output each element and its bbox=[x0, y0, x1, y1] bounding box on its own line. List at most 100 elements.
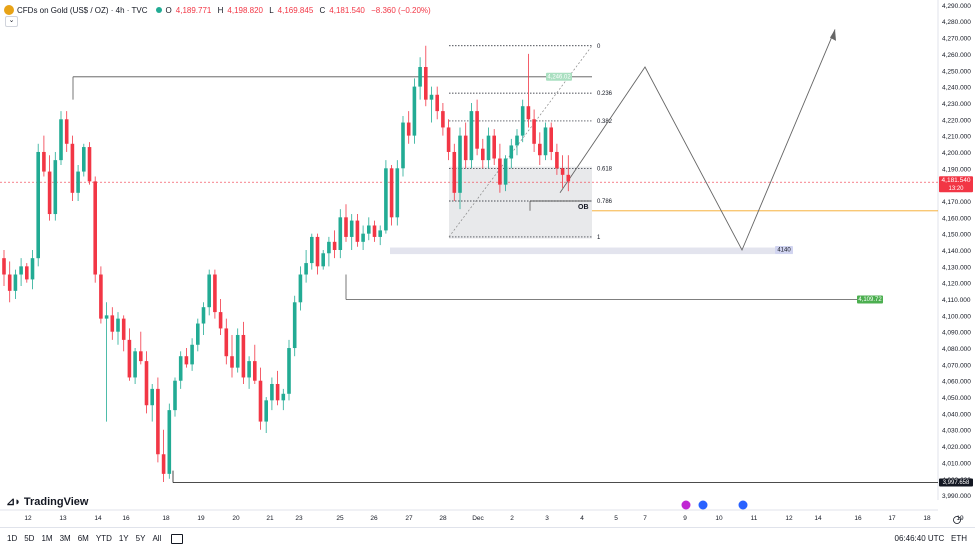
candle-body bbox=[218, 312, 223, 329]
candle-body bbox=[532, 119, 536, 144]
go-to-date-icon[interactable] bbox=[171, 533, 184, 544]
y-tick-label: 4,150.000 bbox=[942, 232, 971, 239]
candle-body bbox=[70, 143, 75, 193]
candle-body bbox=[418, 66, 422, 87]
y-tick-label: 4,230.000 bbox=[942, 101, 971, 108]
candle-body bbox=[435, 94, 439, 112]
candle-body bbox=[344, 217, 348, 237]
candle-body bbox=[310, 236, 314, 264]
candle-body bbox=[446, 127, 451, 152]
range-1m[interactable]: 1M bbox=[41, 534, 53, 543]
candle-body bbox=[338, 217, 343, 250]
candle-body bbox=[139, 351, 143, 362]
candle-body bbox=[104, 315, 109, 319]
range-5d[interactable]: 5D bbox=[24, 534, 35, 543]
candle-body bbox=[76, 171, 80, 193]
x-tick-label: 3 bbox=[545, 515, 549, 522]
range-3m[interactable]: 3M bbox=[59, 534, 71, 543]
utc-clock[interactable]: 06:46:40 UTC ETH bbox=[895, 534, 967, 543]
close-label: C bbox=[319, 5, 326, 15]
y-tick-label: 4,110.000 bbox=[942, 297, 971, 304]
brand-name: TradingView bbox=[23, 495, 89, 508]
candle-body bbox=[424, 66, 428, 100]
candle-body bbox=[315, 236, 320, 267]
candle-body bbox=[47, 171, 52, 215]
x-tick-label: 12 bbox=[24, 515, 32, 522]
candle-body bbox=[372, 225, 377, 237]
low-price-tag: 3,997.658 bbox=[943, 480, 970, 486]
range-6m[interactable]: 6M bbox=[77, 534, 89, 543]
candle-body bbox=[498, 158, 502, 185]
candle-body bbox=[7, 274, 12, 291]
candle-body bbox=[264, 400, 268, 422]
candle-body bbox=[321, 253, 325, 267]
candle-body bbox=[53, 160, 58, 215]
clock-text: 06:46:40 UTC bbox=[894, 534, 945, 543]
candle-body bbox=[93, 181, 97, 275]
candle-body bbox=[486, 135, 491, 161]
x-tick-label: 28 bbox=[439, 515, 447, 522]
candle-body bbox=[99, 274, 103, 319]
low-price-tag-bg bbox=[939, 478, 973, 487]
y-tick-label: 4,070.000 bbox=[942, 362, 971, 369]
candle-body bbox=[332, 241, 337, 250]
candle-body bbox=[36, 151, 40, 259]
x-tick-label: 2 bbox=[510, 515, 514, 522]
candle-body bbox=[492, 135, 496, 159]
y-tick-label: 4,160.000 bbox=[942, 215, 971, 222]
candle-body bbox=[304, 263, 308, 275]
range-all[interactable]: All bbox=[152, 534, 162, 543]
x-tick-label: 12 bbox=[785, 515, 793, 522]
candle-body bbox=[190, 344, 194, 365]
y-tick-label: 4,080.000 bbox=[942, 346, 971, 353]
y-tick-label: 4,280.000 bbox=[942, 19, 971, 26]
economic-event-icon bbox=[698, 500, 708, 510]
fib-level-label: 0.382 bbox=[597, 119, 613, 125]
range-1d[interactable]: 1D bbox=[7, 534, 18, 543]
ohlc-values: O 4,189.771 H 4,198.820 L 4,169.845 C 4,181.… bbox=[166, 6, 435, 15]
candle-body bbox=[412, 86, 417, 136]
candle-body bbox=[384, 168, 388, 231]
symbol-header: CFDs on Gold (US$ / OZ) · 4h · TVC O 4,18… bbox=[4, 3, 435, 17]
x-tick-label: Dec bbox=[472, 515, 484, 522]
candle-body bbox=[247, 361, 251, 378]
ob-annotation: OB bbox=[578, 204, 589, 211]
y-tick-label: 4,170.000 bbox=[942, 199, 971, 206]
candle-body bbox=[87, 147, 92, 182]
candle-body bbox=[59, 119, 63, 161]
y-tick-label: 4,190.000 bbox=[942, 166, 971, 173]
candle-body bbox=[127, 339, 132, 378]
candle-body bbox=[389, 168, 394, 218]
candle-body bbox=[406, 122, 411, 136]
change-value: −8.360 (−0.20%) bbox=[371, 5, 431, 15]
candle-body bbox=[25, 266, 29, 280]
y-tick-label: 4,050.000 bbox=[942, 395, 971, 402]
candle-body bbox=[258, 380, 263, 422]
candle-body bbox=[429, 94, 434, 100]
candle-body bbox=[156, 388, 160, 455]
candle-body bbox=[241, 334, 246, 378]
range-1y[interactable]: 1Y bbox=[118, 534, 129, 543]
x-tick-label: 25 bbox=[336, 515, 344, 522]
candle-body bbox=[292, 302, 297, 349]
x-tick-label: 13 bbox=[59, 515, 67, 522]
y-tick-label: 4,270.000 bbox=[942, 36, 971, 43]
candle-body bbox=[196, 323, 200, 345]
close-value: 4,181.540 bbox=[329, 5, 365, 15]
candle-body bbox=[549, 127, 553, 152]
x-tick-label: 7 bbox=[643, 515, 647, 522]
range-ytd[interactable]: YTD bbox=[95, 534, 112, 543]
range-5y[interactable]: 5Y bbox=[135, 534, 146, 543]
candle-body bbox=[378, 230, 382, 237]
gold-symbol-icon bbox=[4, 5, 14, 15]
candle-body bbox=[395, 168, 400, 218]
ob-high-tag: 4,246.02 bbox=[547, 74, 571, 80]
candle-body bbox=[475, 111, 479, 149]
collapse-legend-button[interactable]: ⌄ bbox=[5, 16, 18, 27]
session-label[interactable]: ETH bbox=[951, 534, 967, 543]
symbol-title[interactable]: CFDs on Gold (US$ / OZ) · 4h · TVC bbox=[17, 5, 148, 15]
x-tick-label: 18 bbox=[923, 515, 931, 522]
y-tick-label: 4,210.000 bbox=[942, 134, 971, 141]
candle-body bbox=[520, 106, 525, 136]
